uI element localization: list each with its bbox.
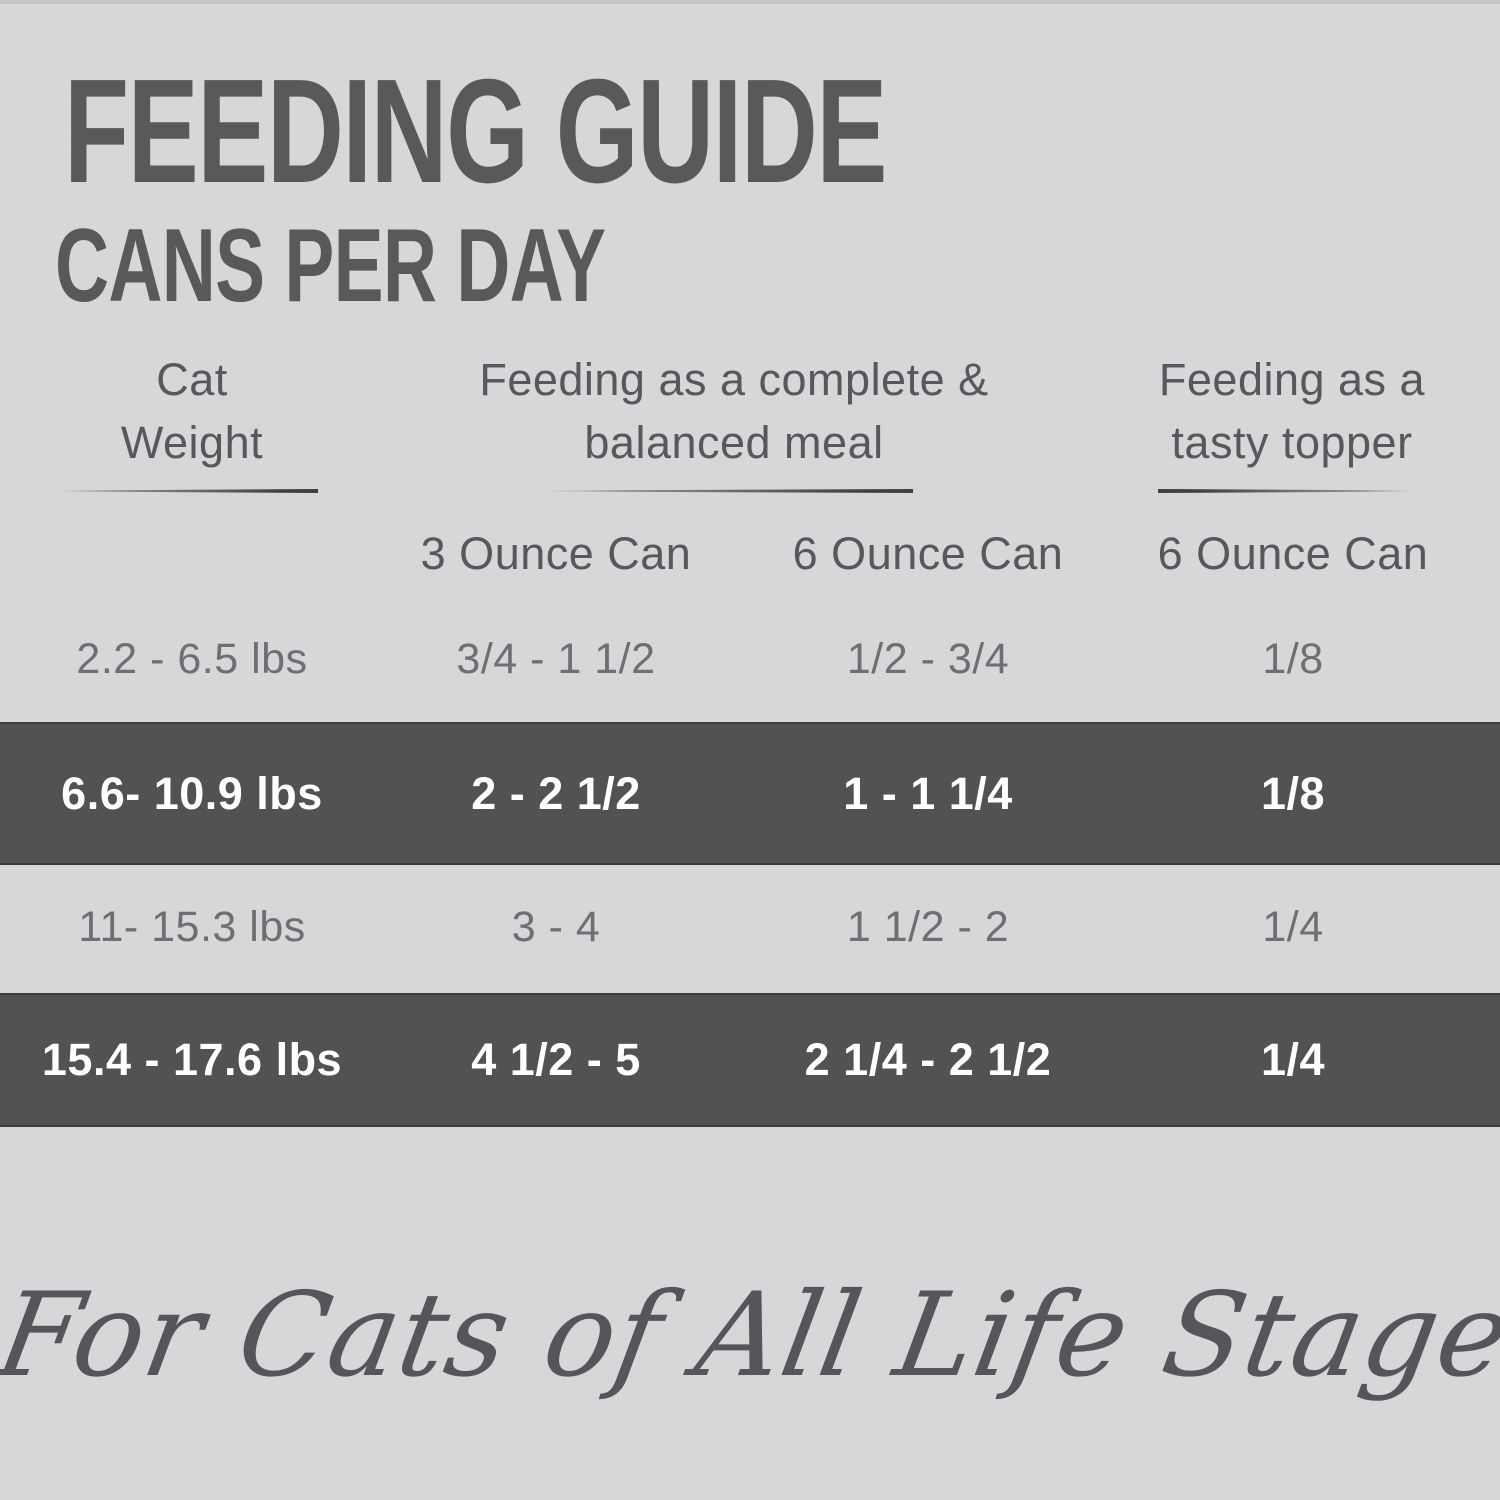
header-underline-tasty-topper bbox=[1158, 489, 1414, 493]
table-row: 2.2 - 6.5 lbs 3/4 - 1 1/2 1/2 - 3/4 1/8 bbox=[0, 596, 1500, 722]
cell-3oz-can: 3/4 - 1 1/2 bbox=[456, 634, 656, 683]
can-size-header-row: 3 Ounce Can 6 Ounce Can 6 Ounce Can bbox=[0, 522, 1500, 586]
column-header-line: Feeding as a bbox=[1158, 354, 1426, 405]
cell-cat-weight: 2.2 - 6.5 lbs bbox=[76, 634, 308, 683]
cell-6oz-can: 1/2 - 3/4 bbox=[846, 634, 1010, 683]
cell-topper: 1/4 bbox=[1262, 902, 1324, 951]
page-subtitle: CANS PER DAY bbox=[55, 208, 819, 324]
page-title-text: FEEDING GUIDE bbox=[64, 49, 887, 214]
can-size-header-6oz-meal: 6 Ounce Can bbox=[792, 528, 1064, 579]
column-header-cat-weight: Cat Weight bbox=[0, 348, 384, 474]
can-size-header-3oz: 3 Ounce Can bbox=[420, 528, 692, 579]
page-subtitle-text: CANS PER DAY bbox=[55, 208, 606, 324]
cell-3oz-can: 3 - 4 bbox=[511, 902, 601, 951]
page-title: FEEDING GUIDE bbox=[64, 49, 1206, 214]
header-underline-cat-weight bbox=[57, 489, 318, 493]
can-size-header-6oz-topper: 6 Ounce Can bbox=[1157, 528, 1429, 579]
header-underline-complete-meal bbox=[545, 489, 913, 493]
table-row: 11- 15.3 lbs 3 - 4 1 1/2 - 2 1/4 bbox=[0, 861, 1500, 993]
column-header-complete-meal: Feeding as a complete & balanced meal bbox=[384, 348, 1084, 474]
column-header-line: tasty topper bbox=[1171, 417, 1413, 468]
column-header-line: Feeding as a complete & bbox=[479, 354, 989, 405]
table-row-highlighted: 6.6- 10.9 lbs 2 - 2 1/2 1 - 1 1/4 1/8 bbox=[0, 722, 1500, 865]
column-header-line: balanced meal bbox=[584, 417, 884, 468]
cell-3oz-can: 2 - 2 1/2 bbox=[471, 767, 641, 819]
cell-topper: 1/8 bbox=[1260, 767, 1326, 819]
cell-6oz-can: 2 1/4 - 2 1/2 bbox=[804, 1034, 1052, 1085]
cell-topper: 1/8 bbox=[1262, 634, 1324, 683]
column-header-line: Weight bbox=[120, 417, 264, 468]
table-row-highlighted: 15.4 - 17.6 lbs 4 1/2 - 5 2 1/4 - 2 1/2 … bbox=[0, 993, 1500, 1127]
cell-topper: 1/4 bbox=[1260, 1034, 1326, 1085]
cell-6oz-can: 1 - 1 1/4 bbox=[843, 767, 1013, 819]
cell-cat-weight: 11- 15.3 lbs bbox=[78, 902, 306, 951]
column-header-tasty-topper: Feeding as a tasty topper bbox=[1084, 348, 1500, 474]
top-edge-strip bbox=[0, 0, 1500, 4]
column-header-line: Cat bbox=[156, 354, 228, 405]
tagline: For Cats of All Life Stages bbox=[0, 1268, 1500, 1403]
tagline-script-text: For Cats of All Life Stages bbox=[0, 1268, 1500, 1403]
cell-cat-weight: 6.6- 10.9 lbs bbox=[61, 767, 323, 819]
cell-3oz-can: 4 1/2 - 5 bbox=[471, 1034, 641, 1085]
cell-6oz-can: 1 1/2 - 2 bbox=[846, 902, 1010, 951]
cell-cat-weight: 15.4 - 17.6 lbs bbox=[41, 1034, 343, 1085]
